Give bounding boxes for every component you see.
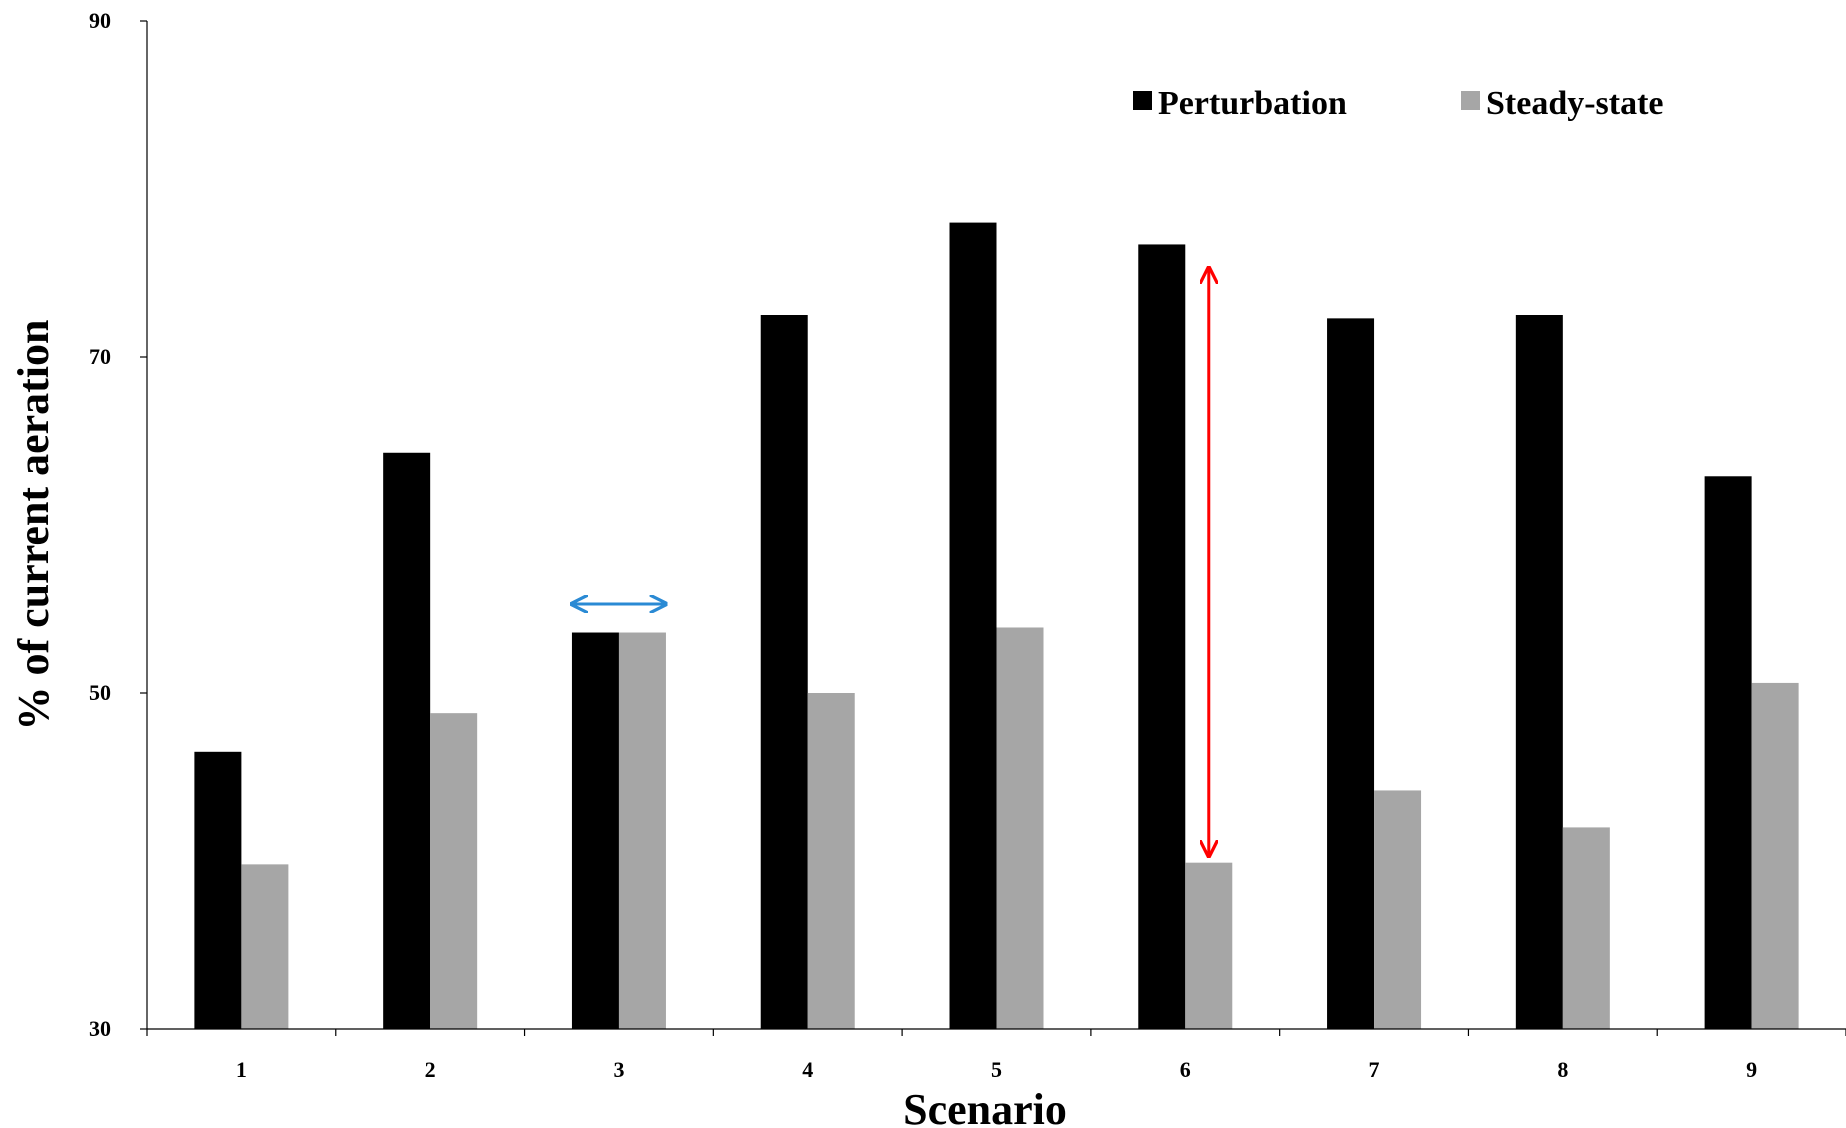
bar-steady-state-1	[241, 864, 289, 1029]
bar-perturbation-2	[383, 452, 431, 1029]
x-tick-label: 1	[236, 1057, 247, 1082]
bar-steady-state-2	[430, 713, 478, 1029]
x-tick-label: 9	[1746, 1057, 1757, 1082]
bar-steady-state-8	[1562, 827, 1610, 1029]
legend-label-steady-state: Steady-state	[1486, 85, 1664, 122]
x-tick-label: 8	[1557, 1057, 1568, 1082]
bar-steady-state-7	[1374, 790, 1422, 1029]
bar-steady-state-6	[1185, 862, 1233, 1029]
x-tick-label: 5	[991, 1057, 1002, 1082]
y-tick-label: 70	[89, 344, 111, 369]
x-tick-label: 7	[1369, 1057, 1380, 1082]
bar-steady-state-3	[618, 632, 666, 1029]
bar-perturbation-6	[1138, 244, 1186, 1029]
x-tick-label: 2	[425, 1057, 436, 1082]
legend-swatch-perturbation	[1133, 91, 1152, 110]
y-tick-label: 30	[89, 1016, 111, 1041]
bar-perturbation-8	[1515, 315, 1563, 1029]
legend-label-perturbation: Perturbation	[1158, 85, 1347, 122]
bar-perturbation-3	[571, 632, 619, 1029]
bar-perturbation-9	[1704, 476, 1752, 1029]
bar-perturbation-4	[760, 315, 808, 1029]
bar-steady-state-9	[1751, 682, 1799, 1029]
bar-perturbation-1	[194, 751, 242, 1029]
bar-steady-state-5	[996, 627, 1044, 1029]
y-tick-label: 50	[89, 680, 111, 705]
x-tick-label: 4	[802, 1057, 813, 1082]
y-tick-label: 90	[89, 8, 111, 33]
x-tick-label: 3	[613, 1057, 624, 1082]
x-tick-label: 6	[1180, 1057, 1191, 1082]
bar-perturbation-7	[1327, 318, 1375, 1029]
y-axis-title: % of current aeration	[9, 320, 58, 731]
bar-steady-state-4	[807, 693, 855, 1029]
legend-swatch-steady-state	[1461, 91, 1480, 110]
x-axis-title: Scenario	[903, 1085, 1067, 1128]
bar-perturbation-5	[949, 222, 997, 1030]
